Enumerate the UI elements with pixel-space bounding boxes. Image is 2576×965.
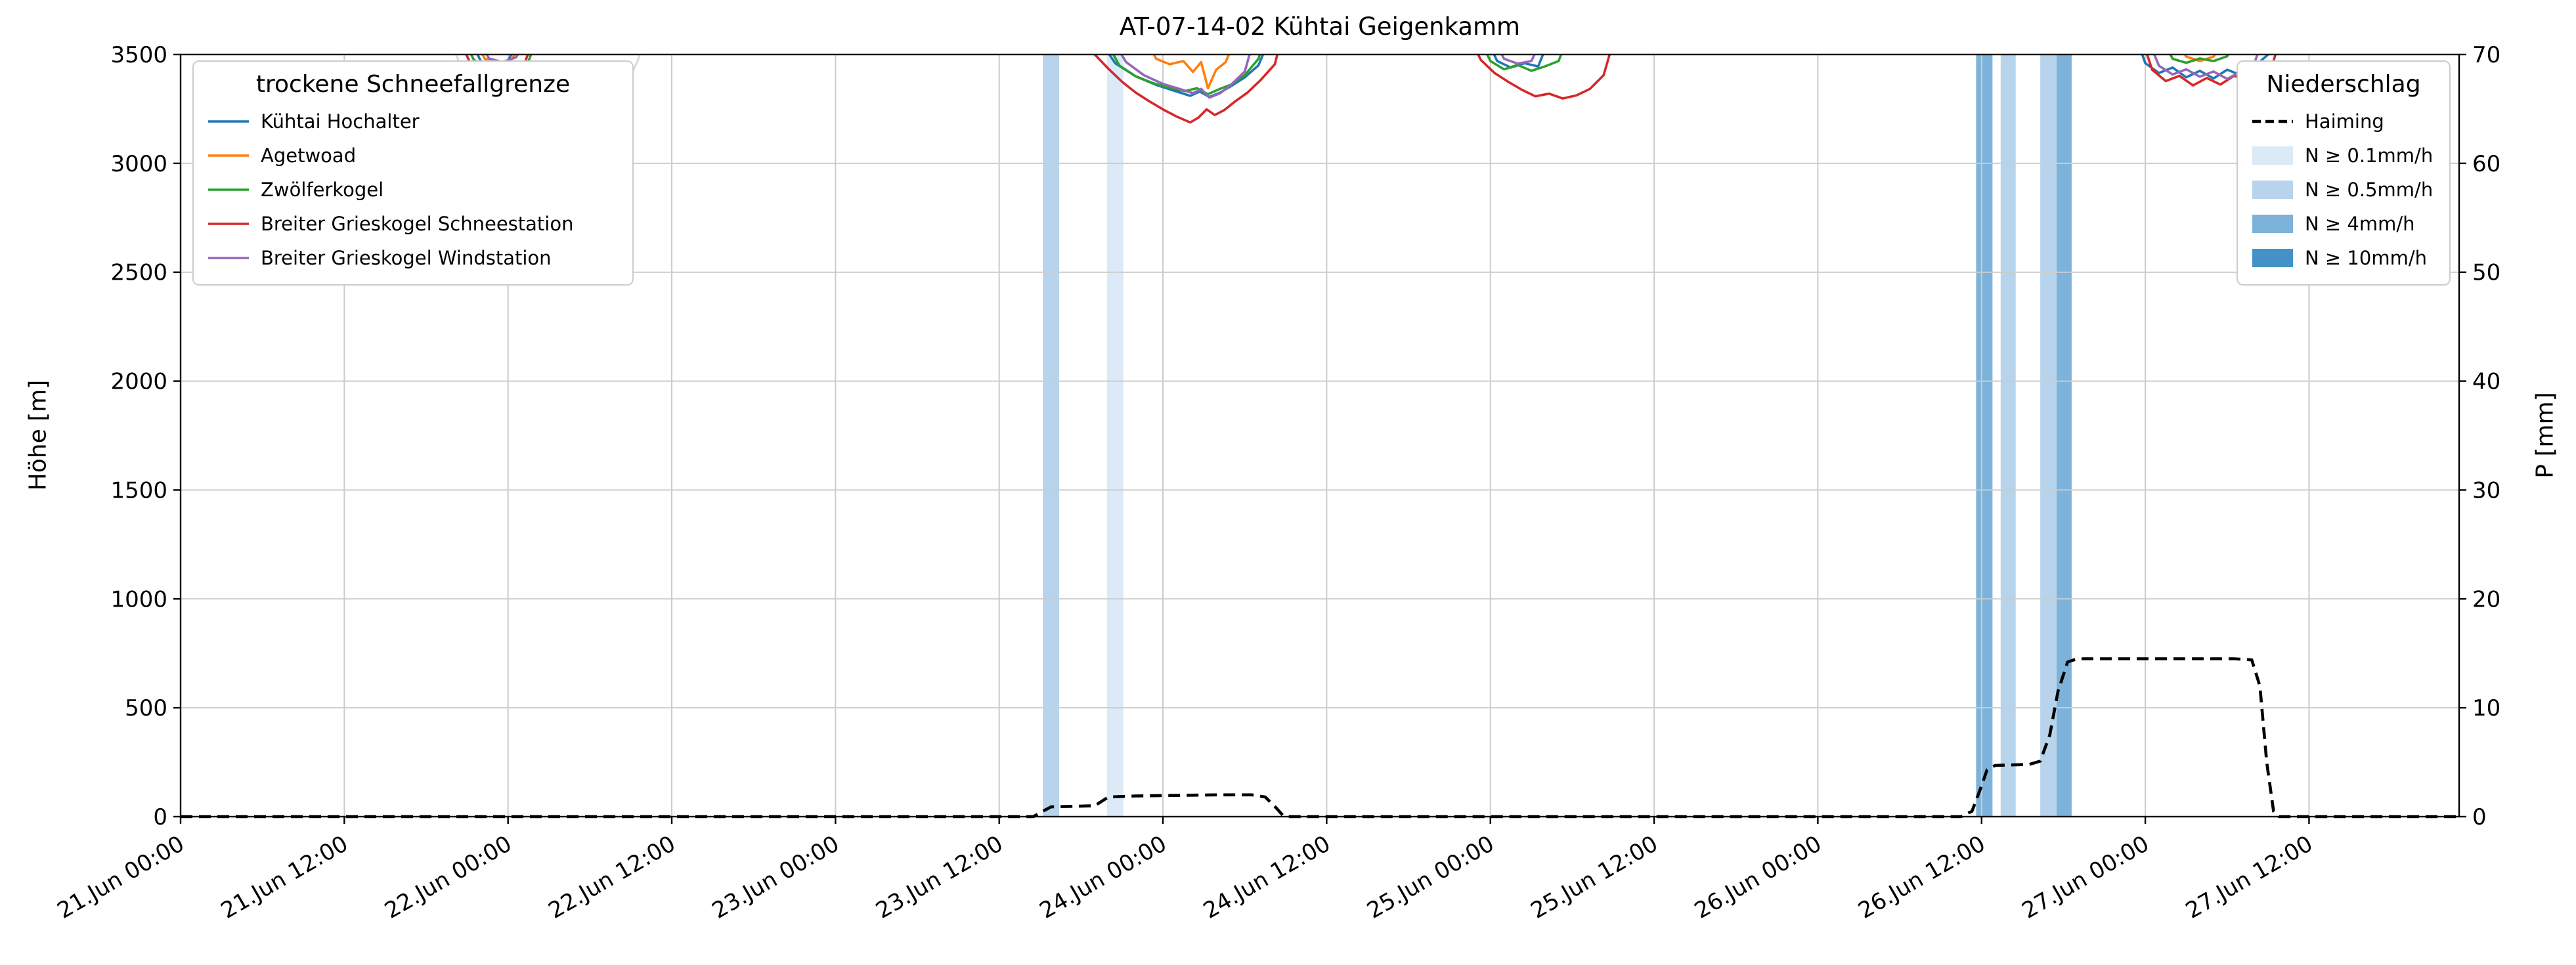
legend-entry-label: N ≥ 10mm/h — [2305, 247, 2427, 269]
y-right-tick-label: 40 — [2472, 369, 2500, 395]
color-patch-swatch — [2252, 249, 2293, 267]
legend-item-snowline: Agetwoad — [208, 139, 618, 173]
x-tick-label: 25.Jun 00:00 — [1363, 830, 1498, 924]
x-tick-label: 21.Jun 00:00 — [53, 830, 188, 924]
precip-band — [2040, 54, 2057, 817]
series-line — [1093, 54, 1279, 124]
y-right-tick-label: 0 — [2472, 804, 2487, 830]
series-line — [1120, 54, 1251, 99]
precip-sum-line — [181, 657, 2459, 819]
axes-frame — [179, 53, 2460, 818]
y-left-tick-label: 3000 — [110, 151, 167, 177]
legend-item-snowline: Kühtai Hochalter — [208, 104, 618, 139]
y-right-tick-label: 70 — [2472, 42, 2500, 68]
legend-entry-label: Breiter Grieskogel Windstation — [261, 247, 552, 269]
y-left-tick-label: 2500 — [110, 260, 167, 286]
x-tick-label: 23.Jun 00:00 — [708, 830, 844, 924]
legend-entry-label: N ≥ 4mm/h — [2305, 213, 2415, 235]
x-tick-label: 25.Jun 12:00 — [1527, 830, 1663, 924]
y-right-tick-label: 20 — [2472, 586, 2500, 612]
legend-entry-label: N ≥ 0.1mm/h — [2305, 144, 2434, 167]
y-right-tick-label: 30 — [2472, 477, 2500, 504]
y-left-tick-label: 1500 — [110, 477, 167, 504]
y-left-tick-label: 0 — [153, 804, 167, 830]
color-patch-swatch — [2252, 181, 2293, 199]
legend-entry-label: Agetwoad — [261, 144, 357, 167]
chart-title: AT-07-14-02 Kühtai Geigenkamm — [1119, 12, 1521, 41]
legend-item-haiming: Haiming — [2252, 104, 2435, 139]
x-tick-label: 21.Jun 12:00 — [217, 830, 353, 924]
legend-snowline-title: trockene Schneefallgrenze — [255, 71, 571, 98]
legend-item-precip-level: N ≥ 0.5mm/h — [2252, 173, 2435, 207]
legend-item-snowline: Zwölferkogel — [208, 173, 618, 207]
series-line — [1485, 54, 1563, 72]
legend-entry-label: N ≥ 0.5mm/h — [2305, 179, 2434, 201]
x-tick-label: 26.Jun 00:00 — [1690, 830, 1826, 924]
y-left-tick-label: 2000 — [110, 369, 167, 395]
series-line — [2169, 54, 2230, 64]
x-tick-label: 27.Jun 00:00 — [2018, 830, 2154, 924]
precip-band — [1976, 54, 1993, 817]
x-tick-label: 26.Jun 12:00 — [1854, 830, 1990, 924]
precip-band — [2000, 54, 2016, 817]
y-left-tick-label: 500 — [125, 695, 167, 721]
series-line — [1477, 54, 1611, 100]
line-swatch-icon — [208, 257, 249, 259]
legend-item-snowline: Breiter Grieskogel Windstation — [208, 241, 618, 275]
y-right-tick-label: 50 — [2472, 260, 2500, 286]
line-swatch-icon — [208, 154, 249, 157]
x-tick-label: 23.Jun 12:00 — [871, 830, 1007, 924]
gridlines — [180, 54, 2459, 817]
legend-item-precip-level: N ≥ 10mm/h — [2252, 241, 2435, 275]
y-right-tick-label: 60 — [2472, 151, 2500, 177]
legend-snowline: trockene Schneefallgrenze Kühtai Hochalt… — [192, 60, 634, 286]
line-swatch-icon — [208, 188, 249, 191]
y-left-tick-label: 1000 — [110, 586, 167, 612]
legend-entry-label: Zwölferkogel — [261, 179, 384, 201]
dashed-line-swatch-icon — [2252, 119, 2293, 123]
legend-entry-label: Kühtai Hochalter — [261, 110, 420, 133]
legend-precip: Niederschlag Haiming N ≥ 0.1mm/h N ≥ 0.5mm… — [2237, 60, 2451, 286]
series-line — [1500, 54, 1536, 65]
color-patch-swatch — [2252, 215, 2293, 233]
x-tick-label: 22.Jun 12:00 — [544, 830, 680, 924]
series-line — [1152, 54, 1231, 90]
precip-bands — [1043, 54, 2072, 817]
legend-item-precip-level: N ≥ 4mm/h — [2252, 207, 2435, 241]
x-tick-label: 24.Jun 12:00 — [1199, 830, 1335, 924]
precip-band — [2057, 54, 2072, 817]
legend-precip-items: Haiming N ≥ 0.1mm/h N ≥ 0.5mm/h N ≥ 4mm/h N … — [2252, 104, 2435, 275]
tick-marks — [173, 53, 2466, 824]
y-left-tick-label: 3500 — [110, 42, 167, 68]
line-swatch-icon — [208, 120, 249, 123]
line-swatch-icon — [208, 223, 249, 225]
x-tick-label: 27.Jun 12:00 — [2181, 830, 2317, 924]
precip-band — [1106, 54, 1124, 817]
legend-entry-label: Haiming — [2305, 110, 2384, 133]
legend-item-snowline: Breiter Grieskogel Schneestation — [208, 207, 618, 241]
y-right-tick-label: 10 — [2472, 695, 2500, 721]
x-tick-label: 24.Jun 00:00 — [1035, 830, 1171, 924]
legend-precip-title: Niederschlag — [2266, 71, 2421, 98]
x-tick-label: 22.Jun 00:00 — [380, 830, 516, 924]
precip-band — [1043, 54, 1060, 817]
legend-item-precip-level: N ≥ 0.1mm/h — [2252, 139, 2435, 173]
legend-entry-label: Breiter Grieskogel Schneestation — [261, 213, 574, 235]
series-line — [1112, 54, 1261, 96]
series-line — [2183, 54, 2216, 62]
color-patch-swatch — [2252, 146, 2293, 165]
legend-snowline-items: Kühtai Hochalter Agetwoad Zwölferkogel Brei… — [208, 104, 618, 275]
